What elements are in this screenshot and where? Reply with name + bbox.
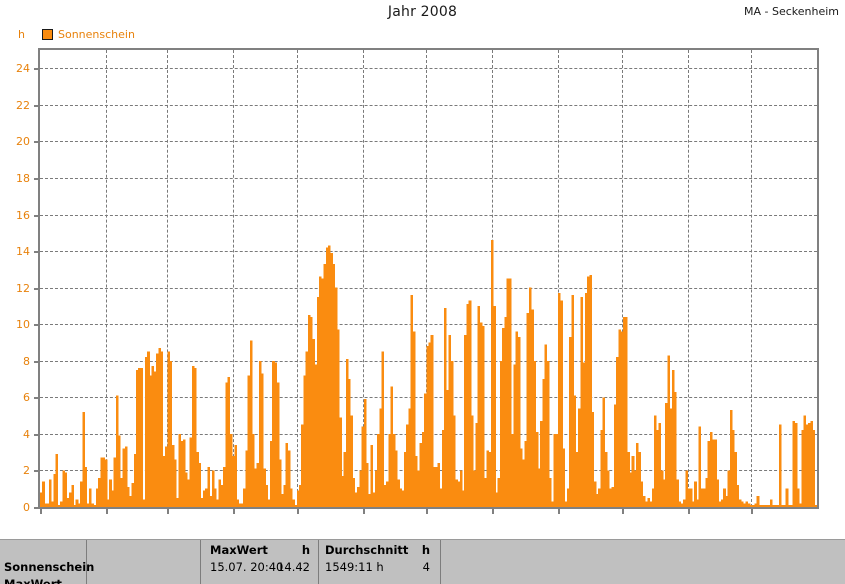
y-tick-label-2: 2 xyxy=(23,464,30,478)
y-tick-label-8: 8 xyxy=(23,354,30,368)
gridline-y-20 xyxy=(40,141,817,143)
y-tick-mark-12 xyxy=(34,287,39,290)
gridline-y-18 xyxy=(40,177,817,179)
table-value-maxwert-number: 14.42 xyxy=(277,560,310,574)
x-tick-mark-Mär xyxy=(167,509,170,514)
table-header-maxwert-unit: h xyxy=(301,543,310,557)
y-tick-label-16: 16 xyxy=(16,208,30,222)
y-tick-label-10: 10 xyxy=(16,318,30,332)
y-tick-mark-10 xyxy=(34,324,39,327)
gridline-x-Apr xyxy=(233,50,235,507)
y-tick-mark-8 xyxy=(34,360,39,363)
table-header-durchschnitt-unit: h xyxy=(421,543,430,557)
table-separator xyxy=(318,540,319,584)
bars-svg xyxy=(40,240,817,507)
y-tick-label-24: 24 xyxy=(16,62,30,76)
x-tick-mark-Jun xyxy=(362,509,365,514)
gridline-x-Jul xyxy=(426,50,428,507)
station-label: MA - Seckenheim xyxy=(743,5,839,18)
table-separator xyxy=(440,540,441,584)
table-separator xyxy=(86,540,87,584)
y-tick-mark-6 xyxy=(34,397,39,400)
page-title: Jahr 2008 xyxy=(387,4,458,20)
gridline-x-Dez xyxy=(751,50,753,507)
y-tick-label-20: 20 xyxy=(16,135,30,149)
table-value-durchschnitt-total: 1549:11 h xyxy=(325,560,384,574)
y-tick-mark-4 xyxy=(34,433,39,436)
y-tick-label-18: 18 xyxy=(16,171,30,185)
y-tick-mark-14 xyxy=(34,251,39,254)
y-tick-label-6: 6 xyxy=(23,391,30,405)
table-value-durchschnitt-number: 4 xyxy=(422,560,430,574)
y-axis-unit-label: h xyxy=(18,28,25,41)
gridline-y-24 xyxy=(40,68,817,70)
y-tick-label-0: 0 xyxy=(23,501,30,514)
bar-path-sonnenschein xyxy=(40,240,817,507)
y-tick-mark-0 xyxy=(34,507,39,509)
gridline-x-Jun xyxy=(362,50,364,507)
statistics-table: Sonnenschein MaxWert MaxWert h 15.07. 20… xyxy=(0,539,845,584)
x-tick-mark-Mai xyxy=(296,509,299,514)
x-tick-mark-Apr xyxy=(233,509,236,514)
y-tick-mark-24 xyxy=(34,68,39,71)
gridline-y-22 xyxy=(40,104,817,106)
gridline-y-14 xyxy=(40,251,817,253)
gridline-x-Okt xyxy=(621,50,623,507)
legend-swatch-sonnenschein xyxy=(42,29,53,40)
x-tick-mark-Aug xyxy=(492,509,495,514)
gridline-x-Sep xyxy=(558,50,559,507)
y-tick-label-14: 14 xyxy=(16,245,30,259)
y-tick-label-12: 12 xyxy=(16,281,30,295)
y-tick-mark-20 xyxy=(34,141,39,144)
y-tick-label-22: 22 xyxy=(16,98,30,112)
x-tick-mark-Jan xyxy=(40,509,42,514)
table-row-label: Sonnenschein xyxy=(4,560,95,574)
y-tick-mark-2 xyxy=(34,470,39,473)
y-tick-mark-16 xyxy=(34,214,39,217)
table-separator xyxy=(200,540,201,584)
gridline-y-10 xyxy=(40,324,817,326)
chart-legend: Sonnenschein xyxy=(42,29,135,40)
bar-series-sonnenschein xyxy=(40,50,817,507)
table-value-maxwert-datetime: 15.07. 20:40 xyxy=(210,560,284,574)
x-tick-mark-Jul xyxy=(426,509,429,514)
gridline-y-16 xyxy=(40,214,817,216)
table-header-durchschnitt: Durchschnitt xyxy=(325,543,409,557)
y-tick-mark-18 xyxy=(34,177,39,180)
x-tick-mark-Feb xyxy=(105,509,108,514)
x-tick-mark-Okt xyxy=(621,509,624,514)
y-tick-mark-22 xyxy=(34,104,39,107)
gridline-x-Mai xyxy=(296,50,298,507)
x-tick-mark-Dez xyxy=(751,509,754,514)
chart-header: Jahr 2008 MA - Seckenheim xyxy=(0,0,845,24)
x-tick-mark-Nov xyxy=(687,509,690,514)
legend-label-sonnenschein: Sonnenschein xyxy=(58,28,135,41)
gridline-y-12 xyxy=(40,287,817,289)
x-tick-mark-Sep xyxy=(558,509,560,514)
gridline-x-Nov xyxy=(687,50,689,507)
gridline-x-Feb xyxy=(105,50,107,507)
table-header-maxwert: MaxWert xyxy=(210,543,268,557)
y-tick-label-4: 4 xyxy=(23,427,30,441)
gridline-x-Mär xyxy=(167,50,169,507)
table-row2-label: MaxWert xyxy=(4,577,62,584)
